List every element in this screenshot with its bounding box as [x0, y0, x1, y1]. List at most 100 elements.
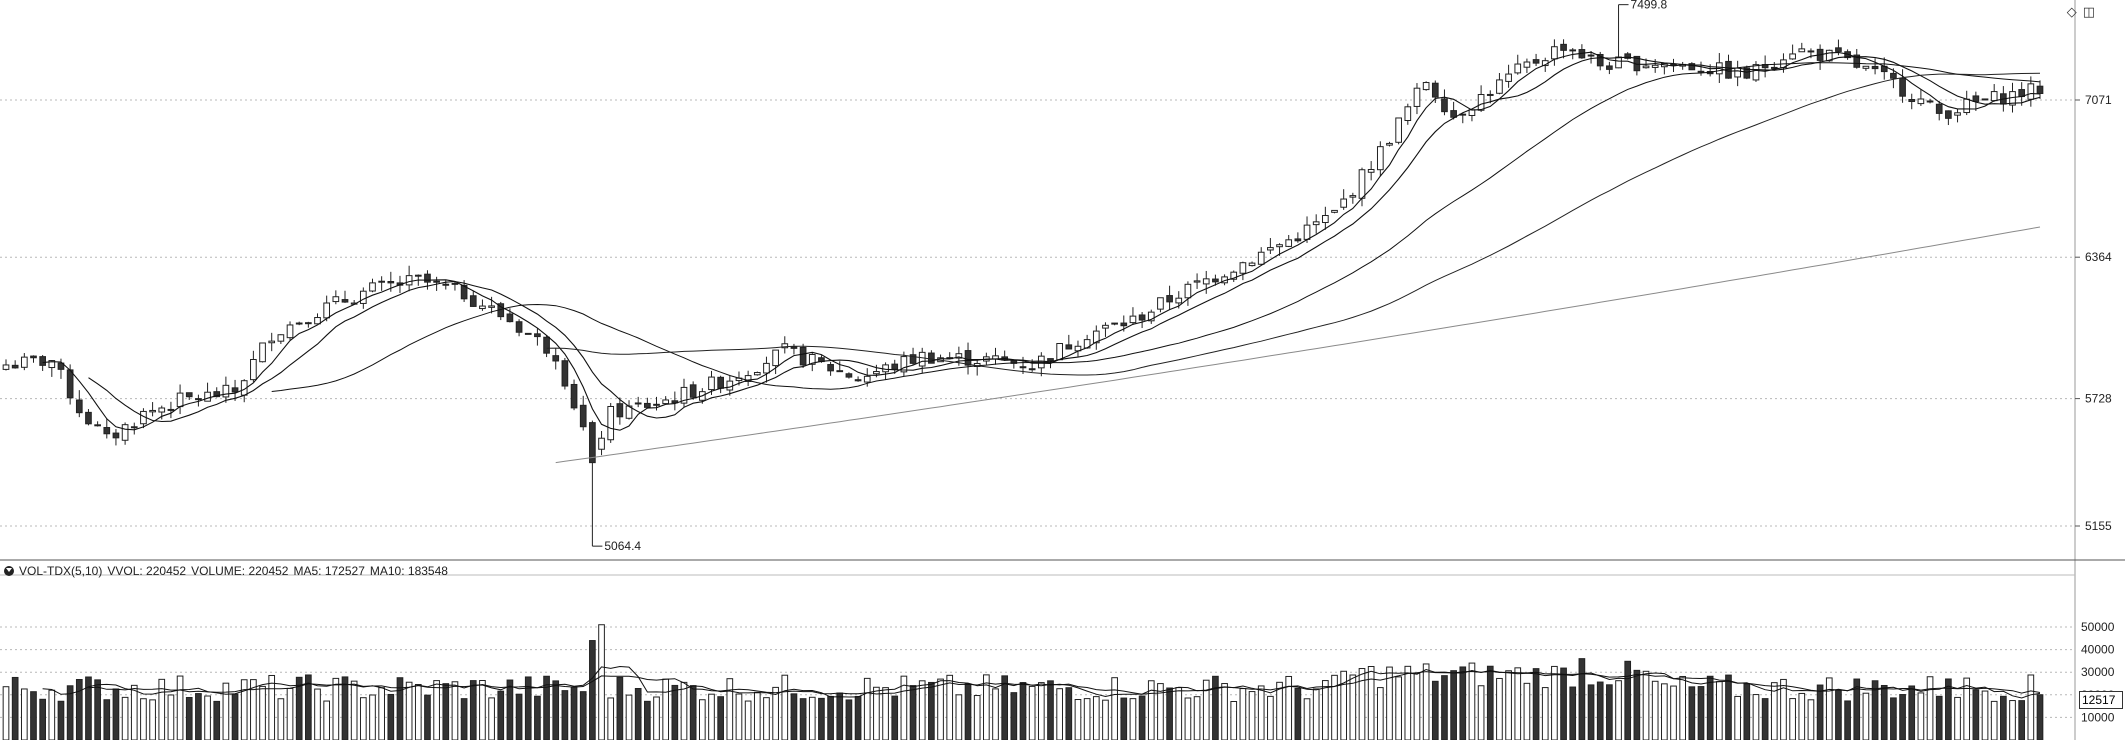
- volume-bar: [1212, 675, 1219, 740]
- volume-bar: [1596, 681, 1604, 740]
- candle-body: [39, 356, 46, 366]
- candle-body: [1789, 53, 1796, 60]
- price-tick-label: 7071: [2085, 93, 2112, 107]
- candle-body: [66, 369, 74, 399]
- volume-bar: [1825, 677, 1833, 740]
- candle-body: [955, 353, 963, 359]
- volume-bar: [1037, 682, 1045, 740]
- volume-bar: [1441, 675, 1448, 740]
- volume-bar: [1431, 680, 1439, 740]
- candle-body: [891, 363, 899, 370]
- volume-bar: [1835, 689, 1842, 740]
- candle-body: [1752, 64, 1760, 81]
- candle-body: [1908, 99, 1916, 103]
- volume-bar: [1715, 681, 1723, 740]
- candle-body: [909, 354, 917, 364]
- volume-bar: [1257, 685, 1265, 740]
- candle-body: [506, 313, 514, 323]
- volume-bar: [1065, 687, 1073, 740]
- volume-bar: [323, 700, 331, 740]
- candle-body: [808, 353, 816, 365]
- volume-bar: [1276, 681, 1283, 740]
- candle-body: [708, 376, 715, 391]
- volume-tick-label: 10000: [2081, 710, 2115, 724]
- volume-bar: [121, 696, 129, 740]
- candle-body: [414, 274, 422, 277]
- volume-bar: [350, 680, 358, 740]
- volume-bar: [1688, 686, 1696, 740]
- candle-body: [369, 282, 376, 292]
- volume-bar: [698, 699, 706, 740]
- volume-bar: [845, 699, 853, 740]
- volume-bar: [332, 677, 340, 740]
- candle-body: [1468, 109, 1476, 116]
- volume-bar: [1221, 683, 1228, 740]
- price-candles: [2, 4, 2044, 547]
- candle-body: [305, 322, 312, 325]
- candle-body: [799, 346, 807, 366]
- candle-body: [2027, 83, 2035, 100]
- volume-bar: [295, 676, 303, 740]
- volume-bar: [359, 697, 367, 740]
- volume-bar: [1661, 683, 1668, 740]
- volume-bar: [1294, 687, 1302, 740]
- volume-bar: [1752, 694, 1760, 740]
- candle-body: [1615, 56, 1622, 69]
- volume-bar: [314, 688, 321, 740]
- candle-body: [1193, 280, 1201, 283]
- volume-bar: [158, 678, 166, 740]
- candle-body: [1514, 63, 1522, 74]
- candle-body: [836, 370, 844, 373]
- volume-bar: [479, 679, 486, 740]
- volume-bar: [396, 677, 404, 740]
- volume-bar: [1056, 688, 1063, 740]
- candle-body: [121, 424, 129, 441]
- candle-body: [1276, 244, 1283, 248]
- panel-icon[interactable]: ◫: [2082, 4, 2095, 19]
- ma-medium-line: [88, 56, 2041, 423]
- candle-body: [1010, 360, 1018, 364]
- candle-body: [378, 280, 385, 283]
- candle-body: [1642, 65, 1650, 69]
- candle-body: [1331, 209, 1338, 213]
- volume-bar: [213, 700, 221, 740]
- price-tick-label: 5728: [2085, 392, 2112, 406]
- candle-body: [204, 391, 211, 402]
- volume-bar: [1147, 680, 1155, 740]
- candle-body: [570, 383, 578, 409]
- volume-bar: [1267, 695, 1274, 740]
- candle-body: [534, 333, 541, 338]
- candle-body: [405, 275, 413, 286]
- candle-body: [1212, 278, 1219, 283]
- volume-bar: [11, 676, 19, 740]
- ma-60-line: [546, 72, 2041, 376]
- volume-bar: [1624, 660, 1632, 740]
- moving-average-lines: [42, 51, 2041, 464]
- volume-bar: [955, 694, 963, 740]
- candle-body: [1523, 61, 1531, 68]
- candle-body: [442, 283, 450, 286]
- candle-body: [268, 340, 276, 344]
- volume-bar: [1569, 686, 1577, 740]
- candle-body: [57, 362, 65, 370]
- volume-bar: [103, 699, 111, 740]
- diamond-icon[interactable]: ◇: [2066, 4, 2077, 19]
- volume-bar: [1129, 698, 1137, 740]
- price-axis-labels: 7071 6364 5728 5155: [2075, 93, 2112, 533]
- volume-bar: [827, 695, 834, 740]
- candle-body: [1239, 262, 1247, 274]
- candle-body: [1606, 65, 1613, 70]
- volume-bar: [1047, 680, 1054, 740]
- volume-bar: [1807, 699, 1815, 740]
- candle-body: [1092, 330, 1100, 344]
- volume-bar: [488, 697, 495, 740]
- candle-body: [1340, 198, 1348, 208]
- volume-bar: [1532, 668, 1540, 740]
- volume-bar: [1468, 662, 1476, 740]
- candle-body: [900, 356, 908, 373]
- volume-bar: [1862, 692, 1870, 740]
- candle-body: [222, 384, 230, 398]
- volume-bar: [48, 689, 56, 740]
- candle-body: [185, 392, 193, 398]
- collapse-icon[interactable]: [4, 566, 14, 576]
